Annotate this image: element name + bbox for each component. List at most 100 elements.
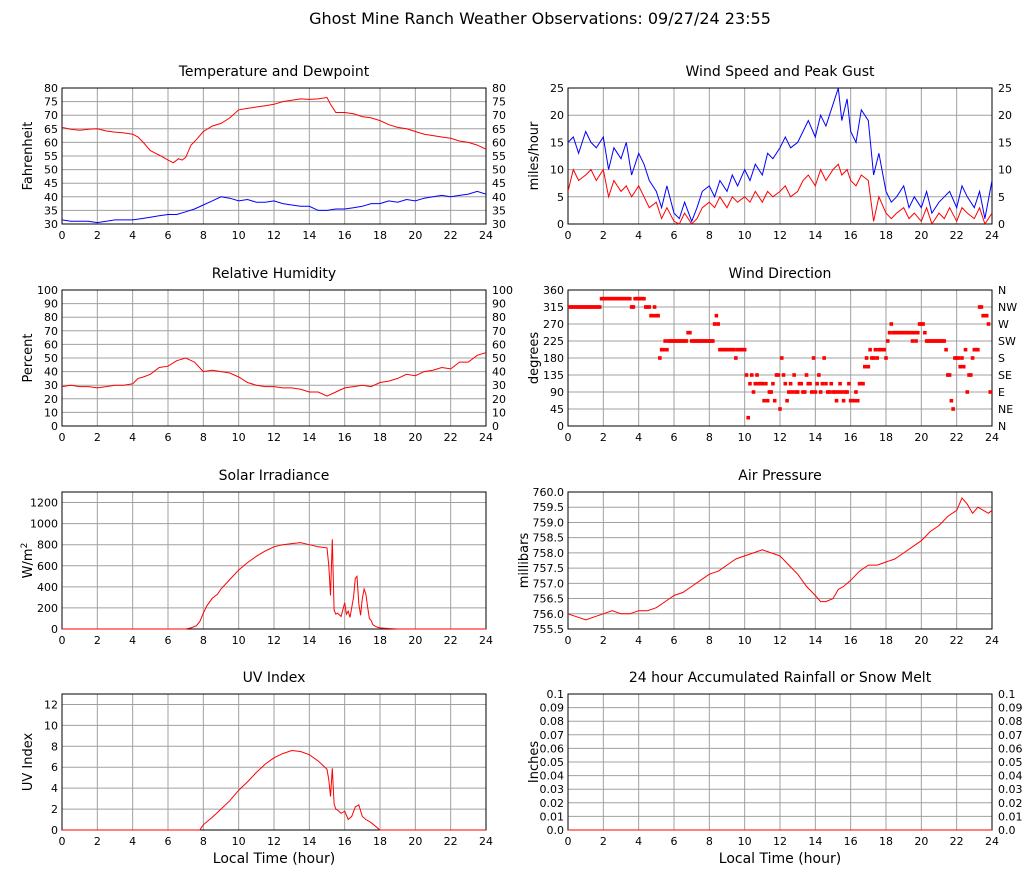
data-point — [808, 381, 812, 386]
data-point — [811, 356, 816, 360]
x-tick-label: 12 — [773, 634, 787, 647]
x-tick-label: 22 — [444, 835, 458, 848]
data-point — [854, 390, 858, 394]
x-tick-label: 10 — [738, 229, 752, 242]
data-point — [815, 381, 819, 386]
data-point — [656, 313, 660, 318]
y-tick-label: 0.05 — [540, 756, 565, 769]
x-tick-label: 16 — [844, 835, 858, 848]
chart-title: Temperature and Dewpoint — [178, 64, 370, 80]
data-point — [984, 313, 989, 318]
y-tick-label: 40 — [44, 191, 58, 204]
y-tick-label: 10 — [550, 164, 564, 177]
x-tick-label: 12 — [773, 229, 787, 242]
data-point — [855, 398, 860, 403]
x-tick-label: 2 — [600, 835, 607, 848]
right-tick-label: SW — [998, 335, 1016, 348]
x-tick-label: 10 — [738, 835, 752, 848]
right-tick-label: 70 — [492, 109, 506, 122]
right-tick-label: 70 — [492, 325, 506, 338]
x-tick-label: 10 — [232, 634, 246, 647]
y-tick-label: 0.02 — [540, 797, 565, 810]
data-point — [841, 398, 846, 403]
x-tick-label: 8 — [200, 835, 207, 848]
y-axis-label: Percent — [21, 334, 36, 383]
data-point — [845, 390, 849, 394]
x-tick-label: 0 — [565, 634, 572, 647]
y-tick-label: 0 — [51, 420, 58, 433]
y-tick-label: 75 — [44, 96, 58, 109]
x-tick-label: 8 — [706, 431, 713, 444]
x-tick-label: 14 — [808, 229, 822, 242]
x-tick-label: 12 — [773, 835, 787, 848]
x-tick-label: 8 — [706, 634, 713, 647]
right-tick-label: NW — [998, 301, 1017, 314]
data-point — [783, 381, 788, 386]
y-tick-label: 759.0 — [533, 516, 565, 529]
x-tick-label: 20 — [914, 835, 928, 848]
right-tick-label: 30 — [492, 218, 506, 231]
x-tick-label: 16 — [844, 634, 858, 647]
right-tick-label: 0.06 — [998, 742, 1023, 755]
y-tick-label: 65 — [44, 123, 58, 136]
series-line-0 — [62, 352, 486, 397]
x-tick-label: 18 — [373, 634, 387, 647]
x-tick-label: 12 — [267, 835, 281, 848]
y-tick-label: 0 — [51, 623, 58, 636]
data-point — [961, 364, 966, 369]
right-tick-label: E — [998, 386, 1005, 399]
data-point — [746, 415, 750, 420]
y-tick-label: 55 — [44, 150, 58, 163]
plot-frame — [61, 491, 487, 630]
right-tick-label: 0 — [998, 218, 1005, 231]
y-tick-label: 8 — [51, 740, 58, 753]
x-tick-label: 14 — [302, 431, 316, 444]
y-tick-label: 0.1 — [547, 688, 565, 701]
data-point — [923, 330, 927, 335]
data-point — [712, 322, 717, 326]
y-axis-label: W/m2 — [20, 543, 36, 579]
data-point — [765, 398, 770, 403]
chart-title: Wind Speed and Peak Gust — [686, 64, 875, 80]
data-point — [887, 330, 892, 335]
x-tick-label: 24 — [985, 634, 999, 647]
right-tick-label: 55 — [492, 150, 506, 163]
data-point — [885, 339, 890, 343]
data-point — [804, 373, 809, 377]
y-tick-label: 70 — [44, 325, 58, 338]
right-tick-label: 0.1 — [998, 688, 1016, 701]
y-tick-label: 12 — [44, 698, 58, 711]
data-point — [631, 305, 636, 309]
data-point — [795, 390, 800, 394]
data-point — [910, 339, 915, 343]
right-tick-label: 65 — [492, 123, 506, 136]
y-axis-label: millibars — [517, 533, 532, 589]
data-point — [734, 356, 738, 360]
right-tick-label: 75 — [492, 96, 506, 109]
x-tick-label: 6 — [671, 634, 678, 647]
series-line-0 — [568, 87, 992, 223]
x-tick-label: 24 — [985, 431, 999, 444]
data-point — [781, 373, 786, 377]
data-point — [838, 381, 842, 386]
y-tick-label: 100 — [37, 284, 58, 297]
x-tick-label: 4 — [129, 634, 136, 647]
data-point — [852, 398, 856, 403]
x-tick-label: 6 — [671, 431, 678, 444]
x-tick-label: 24 — [479, 835, 493, 848]
x-tick-label: 2 — [94, 431, 101, 444]
x-tick-label: 20 — [914, 634, 928, 647]
y-tick-label: 40 — [44, 366, 58, 379]
x-tick-label: 10 — [232, 431, 246, 444]
x-tick-label: 10 — [232, 229, 246, 242]
x-tick-label: 6 — [165, 431, 172, 444]
x-tick-label: 18 — [373, 229, 387, 242]
y-tick-label: 0.01 — [540, 810, 565, 823]
y-tick-label: 1200 — [30, 497, 58, 510]
data-point — [688, 330, 692, 335]
right-tick-label: 60 — [492, 136, 506, 149]
data-point — [762, 398, 766, 403]
data-point — [788, 381, 793, 386]
